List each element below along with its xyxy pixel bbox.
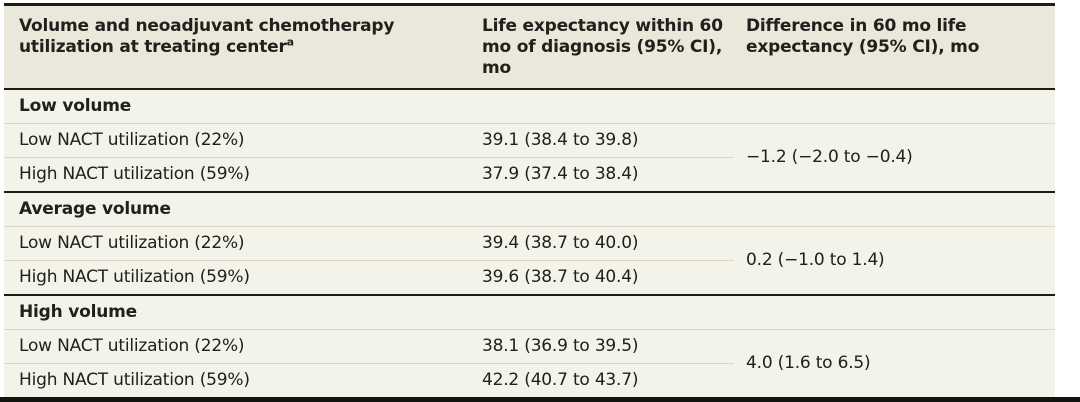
section-header-label: Average volume <box>4 191 1055 227</box>
section-header-label: Low volume <box>4 89 1055 124</box>
results-table: Volume and neoadjuvant chemotherapy util… <box>4 3 1055 399</box>
row-label: Low NACT utilization (22%) <box>4 329 470 364</box>
table-row: High NACT utilization (59%) 39.6 (38.7 t… <box>4 260 1055 296</box>
column-header-life-expectancy: Life expectancy within 60 mo of diagnosi… <box>470 4 734 90</box>
row-label: High NACT utilization (59%) <box>4 260 470 296</box>
figure-bottom-rule <box>0 397 1080 402</box>
row-label: Low NACT utilization (22%) <box>4 226 470 261</box>
life-expectancy-value: 37.9 (37.4 to 38.4) <box>470 157 734 193</box>
table-row: Low NACT utilization (22%) 38.1 (36.9 to… <box>4 329 1055 399</box>
column-header-difference: Difference in 60 mo life expectancy (95%… <box>734 4 1055 90</box>
life-expectancy-value: 39.4 (38.7 to 40.0) <box>470 226 734 261</box>
header-row: Volume and neoadjuvant chemotherapy util… <box>4 4 1055 90</box>
life-expectancy-value: 39.6 (38.7 to 40.4) <box>470 260 734 296</box>
table-row: High NACT utilization (59%) 42.2 (40.7 t… <box>4 363 1055 399</box>
footnote-marker-a: a <box>286 35 294 49</box>
section-header-average-volume: Average volume <box>4 191 1055 227</box>
life-expectancy-value: 38.1 (36.9 to 39.5) <box>470 329 734 364</box>
difference-value: 0.2 (−1.0 to 1.4) <box>734 226 1055 296</box>
section-header-high-volume: High volume <box>4 294 1055 330</box>
section-header-label: High volume <box>4 294 1055 330</box>
life-expectancy-value: 42.2 (40.7 to 43.7) <box>470 363 734 399</box>
column-header-volume-nact: Volume and neoadjuvant chemotherapy util… <box>4 4 470 90</box>
column-header-volume-nact-label: Volume and neoadjuvant chemotherapy util… <box>19 16 395 57</box>
row-label: Low NACT utilization (22%) <box>4 123 470 158</box>
table-row: Low NACT utilization (22%) 39.1 (38.4 to… <box>4 123 1055 193</box>
life-expectancy-value: 39.1 (38.4 to 39.8) <box>470 123 734 158</box>
difference-value: −1.2 (−2.0 to −0.4) <box>734 123 1055 193</box>
row-label: High NACT utilization (59%) <box>4 363 470 399</box>
table-row: High NACT utilization (59%) 37.9 (37.4 t… <box>4 157 1055 193</box>
results-table-container: Volume and neoadjuvant chemotherapy util… <box>4 3 1055 399</box>
difference-value: 4.0 (1.6 to 6.5) <box>734 329 1055 399</box>
table-header: Volume and neoadjuvant chemotherapy util… <box>4 4 1055 90</box>
section-header-low-volume: Low volume <box>4 89 1055 124</box>
table-row: Low NACT utilization (22%) 39.4 (38.7 to… <box>4 226 1055 296</box>
table-body: Low volume Low NACT utilization (22%) 39… <box>4 89 1055 399</box>
row-label: High NACT utilization (59%) <box>4 157 470 193</box>
